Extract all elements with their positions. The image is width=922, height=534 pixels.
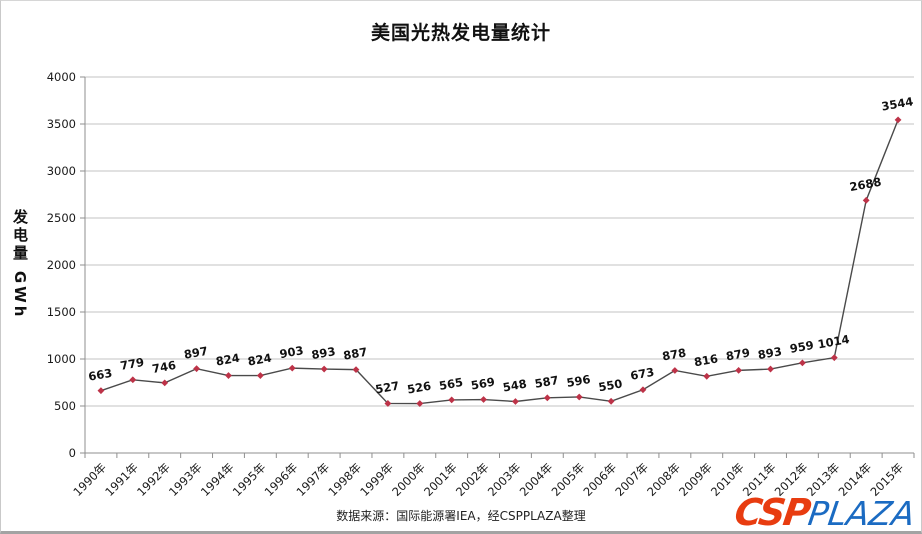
data-point-marker: [384, 400, 392, 407]
source-note: 数据来源：国际能源署IEA，经CSPPLAZA整理: [336, 509, 586, 523]
data-point-marker: [480, 396, 487, 403]
data-point-label: 548: [502, 377, 528, 395]
x-tick-label: 1996年: [262, 460, 301, 499]
data-point-label: 824: [247, 351, 273, 369]
x-tick-label: 2005年: [549, 460, 588, 499]
data-point-label: 526: [406, 379, 432, 397]
cspplaza-logo: CSPPLAZA: [732, 491, 918, 534]
data-point-label: 879: [725, 345, 751, 363]
data-point-marker: [671, 367, 679, 374]
series-line: [100, 119, 899, 405]
data-point-label: 569: [470, 375, 496, 393]
x-tick-label: 2000年: [389, 460, 428, 499]
data-point-marker: [639, 386, 647, 394]
data-point-label: 959: [789, 338, 815, 356]
data-point-label: 893: [757, 344, 783, 362]
data-point-label: 673: [629, 365, 655, 383]
data-point-label: 746: [151, 358, 177, 376]
data-point-marker: [193, 365, 200, 373]
x-tick-label: 1992年: [134, 460, 173, 499]
data-point-marker: [288, 364, 296, 372]
data-point-label: 824: [215, 351, 241, 369]
x-tick-label: 2004年: [517, 460, 556, 499]
data-point-label: 878: [661, 346, 687, 364]
data-point-label: 887: [342, 345, 368, 363]
x-tick-label: 1993年: [166, 460, 205, 499]
data-point-marker: [161, 379, 169, 387]
data-point-marker: [416, 400, 424, 407]
data-point-label: 550: [597, 376, 623, 394]
y-axis-title: 发电量 GWh: [11, 208, 29, 320]
data-point-label: 3544: [880, 94, 914, 113]
x-tick-label: 2009年: [676, 460, 715, 499]
data-point-marker: [767, 365, 774, 373]
x-tick-label: 1994年: [198, 460, 237, 499]
y-tick-label: 3000: [47, 164, 76, 178]
data-point-label: 663: [87, 366, 113, 384]
chart-title: 美国光热发电量统计: [370, 22, 551, 44]
data-point-marker: [256, 372, 264, 379]
x-tick-label: 2008年: [644, 460, 683, 499]
data-point-marker: [607, 397, 615, 405]
data-point-label: 779: [119, 355, 145, 373]
data-point-marker: [894, 116, 902, 124]
data-point-label: 897: [183, 344, 209, 362]
y-tick-label: 1000: [47, 352, 76, 366]
y-tick-label: 0: [69, 446, 76, 460]
data-point-marker: [512, 398, 519, 405]
data-point-marker: [448, 396, 456, 404]
x-tick-label: 1991年: [102, 460, 141, 499]
data-point-label: 587: [534, 373, 560, 391]
x-tick-label: 2002年: [453, 460, 492, 499]
x-tick-label: 2003年: [485, 460, 524, 499]
data-point-label: 903: [279, 343, 305, 361]
data-point-marker: [320, 365, 328, 373]
y-tick-label: 500: [54, 399, 76, 413]
data-point-label: 893: [310, 344, 336, 362]
x-tick-label: 1998年: [325, 460, 364, 499]
x-tick-label: 1999年: [357, 460, 396, 499]
data-point-marker: [543, 394, 551, 402]
data-point-marker: [575, 393, 583, 401]
y-tick-label: 4000: [47, 70, 76, 84]
x-tick-label: 1995年: [230, 460, 269, 499]
x-tick-label: 1990年: [70, 460, 109, 499]
x-tick-label: 2001年: [421, 460, 460, 499]
data-point-marker: [225, 372, 232, 379]
data-point-marker: [799, 359, 806, 367]
data-point-marker: [735, 366, 743, 374]
x-tick-label: 2007年: [612, 460, 651, 499]
data-point-marker: [830, 354, 838, 362]
y-tick-label: 2500: [47, 211, 76, 225]
data-point-label: 2688: [848, 175, 882, 194]
y-tick-label: 3500: [47, 117, 76, 131]
logo-plaza-text: PLAZA: [806, 494, 918, 533]
data-point-marker: [129, 376, 137, 384]
x-tick-label: 2006年: [580, 460, 619, 499]
data-point-marker: [862, 196, 870, 204]
x-tick-label: 1997年: [294, 460, 333, 499]
data-point-marker: [703, 372, 711, 380]
y-tick-label: 2000: [47, 258, 76, 272]
data-point-marker: [97, 387, 105, 395]
data-point-label: 527: [374, 379, 400, 397]
data-point-label: 565: [438, 375, 464, 393]
y-tick-label: 1500: [47, 305, 76, 319]
data-point-label: 596: [565, 372, 591, 390]
data-point-label: 816: [693, 351, 719, 369]
logo-csp-text: CSP: [732, 491, 812, 534]
data-point-label: 1014: [817, 332, 851, 351]
data-point-marker: [352, 366, 360, 374]
